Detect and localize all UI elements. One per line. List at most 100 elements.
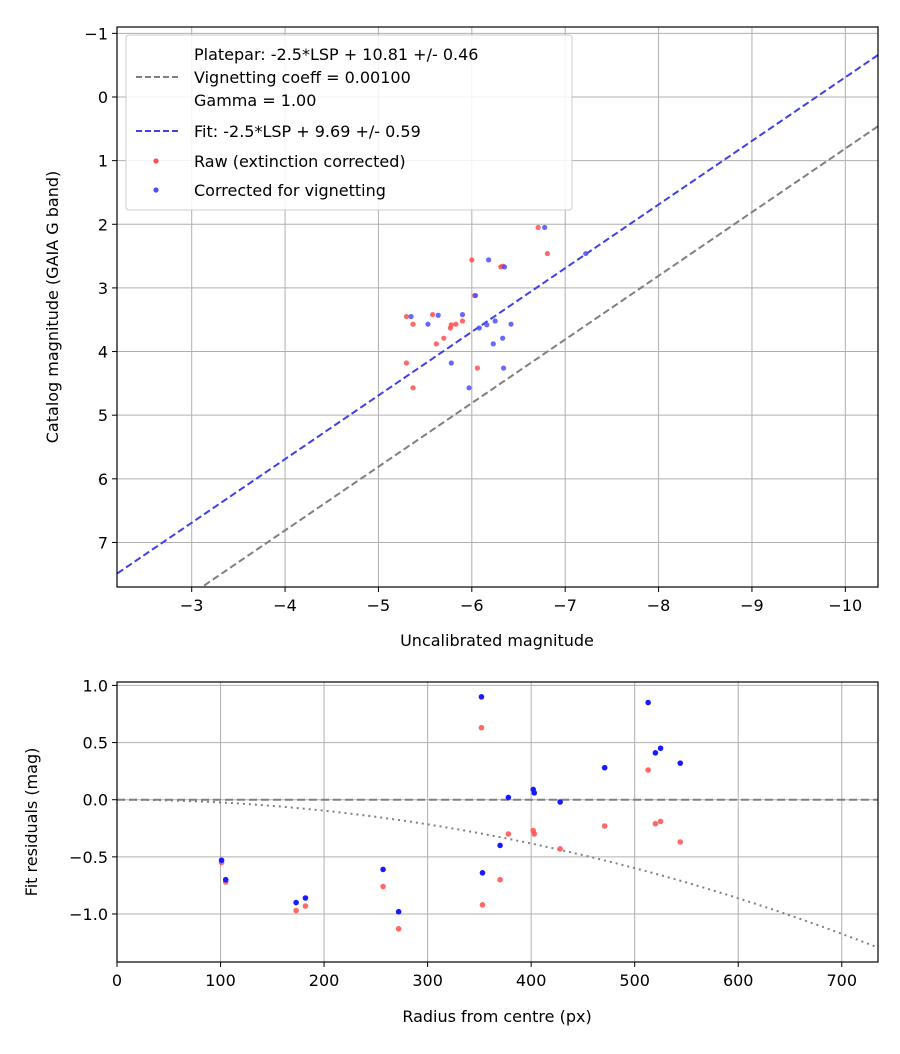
raw-residual-point: [652, 820, 659, 827]
bottom-x-tick-label: 600: [723, 971, 754, 990]
bottom-y-tick-label: 0.5: [83, 734, 108, 753]
corrected-point: [492, 318, 498, 324]
bottom-x-axis-label: Radius from centre (px): [402, 1007, 591, 1026]
top-x-tick-label: −6: [460, 596, 484, 615]
raw-residual-point: [478, 724, 485, 731]
corrected-point: [484, 322, 490, 328]
raw-point: [448, 322, 454, 328]
top-y-tick-label: 3: [98, 279, 108, 298]
top-y-tick-label: 7: [98, 533, 108, 552]
corrected-residual-point: [657, 745, 664, 752]
top-x-axis-label: Uncalibrated magnitude: [400, 631, 594, 650]
top-y-tick-label: 6: [98, 470, 108, 489]
legend-platepar-line-2: Vignetting coeff = 0.00100: [194, 68, 411, 87]
raw-residual-point: [380, 883, 386, 890]
corrected-residual-point: [218, 857, 225, 864]
corrected-point: [486, 257, 492, 263]
bottom-x-tick-label: 400: [516, 971, 547, 990]
raw-point: [535, 224, 541, 231]
top-x-tick-label: −5: [367, 596, 391, 615]
bottom-y-tick-label: −1.0: [69, 905, 108, 924]
top-y-tick-label: 5: [98, 406, 108, 425]
corrected-point: [500, 335, 506, 341]
legend-raw-label: Raw (extinction corrected): [194, 152, 406, 171]
corrected-residual-point: [652, 750, 659, 756]
top-chart-points: [403, 224, 589, 391]
top-x-tick-label: −9: [740, 596, 764, 615]
legend-corrected-marker: [153, 187, 159, 193]
raw-residual-point: [497, 876, 503, 883]
corrected-residual-point: [601, 764, 608, 771]
raw-point: [459, 318, 466, 324]
corrected-residual-point: [531, 790, 538, 796]
raw-point: [474, 365, 481, 371]
bottom-y-axis-label: Fit residuals (mag): [22, 748, 41, 897]
corrected-residual-point: [302, 895, 309, 901]
fit-line: [116, 54, 879, 575]
raw-point: [403, 313, 410, 320]
corrected-point: [501, 264, 508, 270]
raw-point: [441, 335, 447, 341]
top-chart-frame: [116, 26, 879, 588]
bottom-chart-points: [218, 694, 684, 932]
top-chart-legend: Platepar: -2.5*LSP + 10.81 +/- 0.46 Vign…: [125, 34, 573, 211]
bottom-x-tick-label: 300: [412, 971, 443, 990]
raw-residual-point: [645, 767, 651, 773]
raw-residual-point: [302, 903, 309, 909]
top-y-tick-label: 4: [98, 343, 108, 362]
raw-point: [410, 321, 416, 327]
top-x-tick-label: −4: [273, 596, 297, 615]
corrected-point: [476, 325, 482, 331]
vignetting-curve: [117, 798, 879, 949]
corrected-residual-point: [557, 799, 563, 805]
corrected-residual-point: [497, 842, 503, 849]
corrected-point: [459, 312, 466, 318]
top-x-tick-label: −8: [647, 596, 671, 615]
raw-point: [433, 341, 439, 347]
top-x-tick-label: −3: [180, 596, 204, 615]
corrected-residual-point: [380, 866, 386, 873]
bottom-chart-reference-lines: [117, 798, 879, 949]
bottom-x-tick-label: 700: [826, 971, 857, 990]
corrected-residual-point: [479, 870, 486, 876]
legend-corrected-label: Corrected for vignetting: [194, 181, 386, 200]
corrected-point: [500, 365, 507, 371]
raw-residual-point: [677, 839, 684, 845]
raw-residual-point: [395, 926, 402, 932]
raw-point: [403, 360, 410, 366]
raw-residual-point: [557, 846, 563, 852]
corrected-point: [425, 321, 431, 327]
corrected-point: [542, 224, 548, 231]
corrected-residual-point: [677, 760, 684, 766]
bottom-y-tick-label: 0.0: [83, 791, 108, 810]
top-chart-fit-lines: [116, 54, 879, 588]
raw-residual-point: [531, 831, 538, 837]
raw-point: [469, 257, 475, 263]
corrected-residual-point: [505, 794, 512, 801]
bottom-x-tick-label: 0: [112, 971, 122, 990]
top-y-tick-label: 0: [98, 88, 108, 107]
corrected-point: [508, 321, 514, 327]
raw-residual-point: [505, 831, 512, 837]
raw-point: [410, 385, 416, 391]
bottom-chart-frame: [116, 681, 879, 963]
corrected-residual-point: [222, 876, 229, 883]
top-x-tick-label: −7: [553, 596, 577, 615]
raw-residual-point: [657, 818, 664, 825]
top-y-axis-label: Catalog magnitude (GAIA G band): [43, 171, 62, 443]
bottom-y-tick-label: −0.5: [69, 848, 108, 867]
corrected-residual-point: [395, 908, 402, 915]
bottom-x-tick-label: 200: [309, 971, 340, 990]
bottom-x-tick-label: 100: [205, 971, 236, 990]
raw-point: [453, 321, 459, 327]
raw-residual-point: [601, 823, 608, 829]
corrected-point: [490, 341, 496, 347]
corrected-point: [435, 312, 441, 318]
legend-fit-label: Fit: -2.5*LSP + 9.69 +/- 0.59: [194, 122, 421, 141]
legend-raw-marker: [153, 158, 159, 164]
corrected-residual-point: [645, 699, 651, 706]
corrected-point: [472, 292, 479, 299]
raw-residual-point: [293, 907, 299, 914]
raw-residual-point: [479, 902, 486, 908]
